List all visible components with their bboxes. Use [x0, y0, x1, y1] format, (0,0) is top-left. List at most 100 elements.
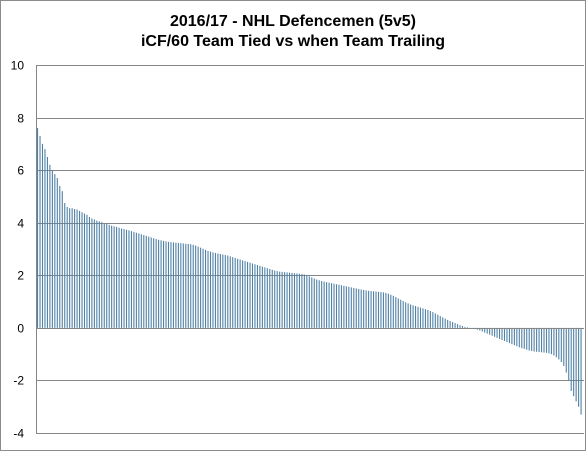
- data-bar: [496, 327, 498, 338]
- data-bar: [513, 327, 515, 346]
- data-bar: [227, 255, 229, 328]
- y-tick-labels: 10 8 6 4 2 0 -2 -4: [11, 59, 25, 441]
- data-bar: [506, 327, 508, 343]
- data-bar: [158, 239, 160, 328]
- data-bar: [61, 191, 63, 328]
- data-bar: [318, 280, 320, 328]
- data-bar: [224, 255, 226, 328]
- data-bar: [338, 284, 340, 328]
- data-bar: [518, 327, 520, 348]
- data-bar: [180, 243, 182, 328]
- data-bar: [565, 327, 567, 373]
- data-bar: [239, 259, 241, 328]
- data-bar: [41, 143, 44, 328]
- data-bar: [434, 313, 436, 328]
- data-bar: [219, 253, 221, 328]
- data-bar: [407, 303, 409, 328]
- data-bar: [116, 226, 118, 328]
- data-bar: [232, 257, 234, 328]
- data-bar: [395, 297, 397, 328]
- data-bar: [531, 327, 533, 351]
- data-bar: [580, 327, 582, 415]
- data-bar: [452, 322, 454, 328]
- data-bar: [39, 135, 41, 328]
- data-bar: [397, 298, 399, 328]
- data-bar: [86, 214, 88, 328]
- data-bar: [550, 327, 552, 355]
- data-bar: [93, 219, 95, 328]
- data-bar: [377, 291, 380, 328]
- data-bar: [293, 273, 296, 328]
- data-bar: [254, 264, 256, 328]
- data-bar: [79, 210, 81, 328]
- data-bar: [143, 235, 145, 328]
- data-bar: [479, 327, 481, 331]
- data-bar: [442, 317, 444, 328]
- data-bar: [410, 304, 412, 328]
- data-bar: [177, 242, 179, 328]
- data-bar: [538, 327, 540, 353]
- data-bar: [101, 222, 103, 328]
- data-bar: [165, 241, 167, 328]
- data-bar: [432, 312, 434, 328]
- data-bar: [49, 164, 51, 328]
- data-bar: [348, 286, 350, 328]
- data-bar: [402, 301, 404, 328]
- data-bar: [563, 327, 565, 366]
- data-bar: [328, 282, 330, 328]
- data-bar: [153, 238, 155, 328]
- data-bar: [405, 302, 407, 328]
- data-bar: [190, 244, 192, 328]
- data-bar: [454, 323, 456, 328]
- data-bar: [459, 325, 461, 328]
- data-bar: [437, 314, 439, 328]
- data-bar: [111, 225, 113, 328]
- data-bar: [281, 271, 283, 328]
- data-bar: [489, 327, 491, 335]
- data-bar: [533, 327, 535, 352]
- data-bar: [392, 295, 394, 328]
- data-bar: [150, 237, 152, 328]
- data-bar: [291, 272, 293, 328]
- data-bar: [56, 178, 58, 328]
- data-bar: [44, 149, 46, 328]
- data-bar: [444, 318, 446, 328]
- data-bar: [170, 242, 172, 328]
- y-tick-label: 4: [17, 217, 24, 231]
- data-bar: [229, 256, 231, 328]
- data-bar: [350, 287, 352, 328]
- data-bar: [46, 157, 48, 328]
- data-bar: [573, 327, 575, 397]
- data-bar: [69, 208, 71, 328]
- data-bar: [128, 230, 130, 328]
- data-bar: [447, 319, 449, 328]
- data-bar: [499, 327, 501, 339]
- data-bar: [212, 252, 214, 328]
- data-bar: [503, 327, 506, 341]
- data-bar: [51, 170, 53, 328]
- data-bar: [197, 246, 199, 328]
- data-bar: [511, 327, 513, 345]
- data-bar: [182, 243, 184, 328]
- data-bar: [125, 229, 128, 328]
- data-bar: [461, 326, 464, 328]
- data-bar: [555, 327, 557, 358]
- data-bar: [541, 327, 543, 353]
- data-bar: [390, 294, 392, 328]
- data-bar: [37, 128, 39, 328]
- data-bar: [353, 287, 355, 328]
- data-bar: [91, 218, 93, 328]
- data-bar: [222, 254, 224, 328]
- data-bar: [172, 242, 174, 328]
- bar-series: [37, 128, 582, 415]
- data-bar: [214, 252, 216, 328]
- data-bar: [113, 226, 115, 328]
- data-bar: [355, 288, 357, 328]
- data-bar: [266, 268, 268, 328]
- data-bar: [548, 327, 550, 354]
- data-bar: [424, 309, 426, 328]
- data-bar: [335, 284, 338, 328]
- data-bar: [368, 290, 370, 328]
- data-bar: [247, 261, 249, 328]
